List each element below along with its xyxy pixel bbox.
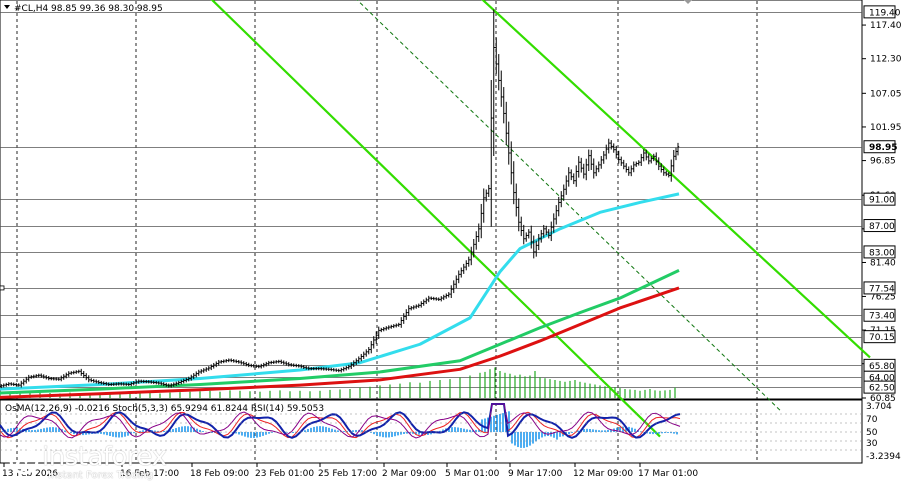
left-level-marker [0,285,5,291]
date-label-6: 5 Mar 01:00 [445,469,500,479]
symbol-header: #CL,H4 98.85 99.36 98.30 98.95 [14,4,163,14]
date-label-1: 16 Feb 17:00 [120,469,179,479]
osc-axis-label-2: 50 [866,428,878,438]
date-label-9: 17 Mar 01:00 [638,469,698,479]
level-tag-label-2: 91.00 [869,196,895,206]
level-tag-label-1: 98.95 [869,143,897,153]
date-axis: 13 Feb 2026 16 Feb 17:00 18 Feb 09:00 23 Fe… [2,463,698,479]
osc-axis-label-0: 3.704 [866,402,892,412]
instaforex-logo-icon [9,445,39,475]
price-tick-label-0: 117.40 [870,21,902,31]
date-label-4: 25 Feb 17:00 [318,469,377,479]
channel-line-0 [210,0,661,438]
level-tag-label-10: 62.50 [869,384,895,394]
channel-line-2 [356,0,781,411]
ema-slow-line [0,286,680,399]
level-tag-box-4 [863,245,896,259]
level-tag-box-0 [863,5,896,19]
price-axis: 117.40112.30107.05101.9596.8591.6086.508… [862,21,902,404]
date-label-0: 13 Feb 2026 [2,469,58,479]
level-tag-label-3: 87.00 [869,222,895,232]
date-label-8: 12 Mar 09:00 [573,469,633,479]
date-label-5: 2 Mar 09:00 [382,469,437,479]
level-tag-label-7: 70.15 [869,333,895,343]
price-candles [0,9,680,389]
volume-bars [0,367,676,398]
trend-channel-lines [210,0,871,438]
level-tag-box-6 [863,308,896,322]
price-tick-label-2: 107.05 [870,89,902,99]
grid-layer [16,1,758,462]
price-tick-label-7: 81.40 [870,258,896,268]
level-tag-box-7 [863,330,896,344]
level-tag-box-10 [863,380,896,394]
date-label-7: 9 Mar 17:00 [508,469,563,479]
price-tick-label-11: 60.85 [870,394,896,404]
level-tag-box-2 [863,192,896,206]
level-tag-box-3 [863,219,896,233]
channel-line-1 [481,0,871,359]
ema-fast-line [0,192,680,391]
level-tags: 119.40 98.95 91.00 87.00 83.00 77.54 73.40 70.1… [0,5,901,394]
price-tick-label-1: 112.30 [870,55,902,65]
level-tag-label-9: 64.00 [869,374,895,384]
price-tick-label-3: 101.95 [870,123,902,133]
osc-axis-label-3: 30 [866,439,878,449]
symbol-dropdown-icon[interactable] [4,5,10,9]
level-tag-box-5 [863,281,896,295]
price-tick-label-8: 76.25 [870,292,896,302]
watermark-tagline: Instant Forex Trading [48,470,154,481]
chart-corner-icon [684,0,692,4]
rsi-line [0,403,681,439]
indicator-header: OsMA(12,26,9) -0.0216 Stoch(5,3,3) 65.92… [5,404,324,414]
date-label-2: 18 Feb 09:00 [190,469,249,479]
level-tag-label-4: 83.00 [869,248,895,258]
price-tick-label-4: 96.85 [870,157,896,167]
level-tag-box-1 [863,140,896,154]
watermark-brand: instaforex [42,442,167,472]
level-tag-label-6: 73.40 [869,312,895,322]
osc-axis-label-4: -3.2394 [866,452,901,462]
level-tag-label-0: 119.40 [869,8,901,18]
date-label-3: 23 Feb 01:00 [255,469,314,479]
level-tag-label-8: 65.80 [869,362,895,372]
osc-axis-label-1: 70 [866,415,878,425]
level-tag-label-5: 77.54 [869,284,895,294]
watermark: instaforex Instant Forex Trading [6,440,206,484]
level-lines [0,12,862,388]
